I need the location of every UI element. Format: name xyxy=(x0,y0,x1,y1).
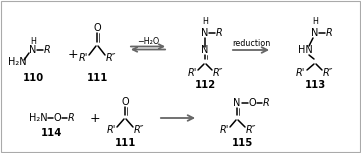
Text: O: O xyxy=(248,98,256,108)
Text: 111: 111 xyxy=(86,73,108,83)
Text: 111: 111 xyxy=(114,138,136,148)
Text: H: H xyxy=(312,17,318,26)
Text: H₂N: H₂N xyxy=(8,57,26,67)
Text: reduction: reduction xyxy=(232,39,270,49)
Text: R: R xyxy=(326,28,332,38)
Text: +: + xyxy=(68,49,78,62)
Text: 115: 115 xyxy=(231,138,253,148)
Text: R″: R″ xyxy=(246,125,256,135)
Text: O: O xyxy=(93,23,101,33)
Text: R': R' xyxy=(106,125,116,135)
Text: N: N xyxy=(233,98,241,108)
Text: H: H xyxy=(202,17,208,26)
Text: +: + xyxy=(90,112,100,125)
Text: R: R xyxy=(216,28,222,38)
Text: H: H xyxy=(30,37,36,47)
Text: R: R xyxy=(68,113,74,123)
Text: N: N xyxy=(201,28,209,38)
Text: R': R' xyxy=(78,53,88,63)
Text: 114: 114 xyxy=(41,128,63,138)
Text: R″: R″ xyxy=(213,68,223,78)
Text: N: N xyxy=(201,45,209,55)
Text: R″: R″ xyxy=(106,53,116,63)
Text: R: R xyxy=(262,98,269,108)
Text: R': R' xyxy=(295,68,305,78)
Text: R″: R″ xyxy=(323,68,333,78)
Text: 112: 112 xyxy=(195,80,216,90)
Text: H₂N: H₂N xyxy=(29,113,47,123)
Text: O: O xyxy=(53,113,61,123)
Text: 110: 110 xyxy=(22,73,44,83)
Text: R″: R″ xyxy=(134,125,144,135)
Text: R: R xyxy=(44,45,51,55)
Text: O: O xyxy=(121,97,129,107)
Text: R': R' xyxy=(187,68,197,78)
Text: N: N xyxy=(29,45,37,55)
Text: −H₂O: −H₂O xyxy=(137,37,159,47)
Text: 113: 113 xyxy=(304,80,326,90)
Text: HN: HN xyxy=(297,45,312,55)
Text: R': R' xyxy=(219,125,229,135)
Text: N: N xyxy=(311,28,319,38)
